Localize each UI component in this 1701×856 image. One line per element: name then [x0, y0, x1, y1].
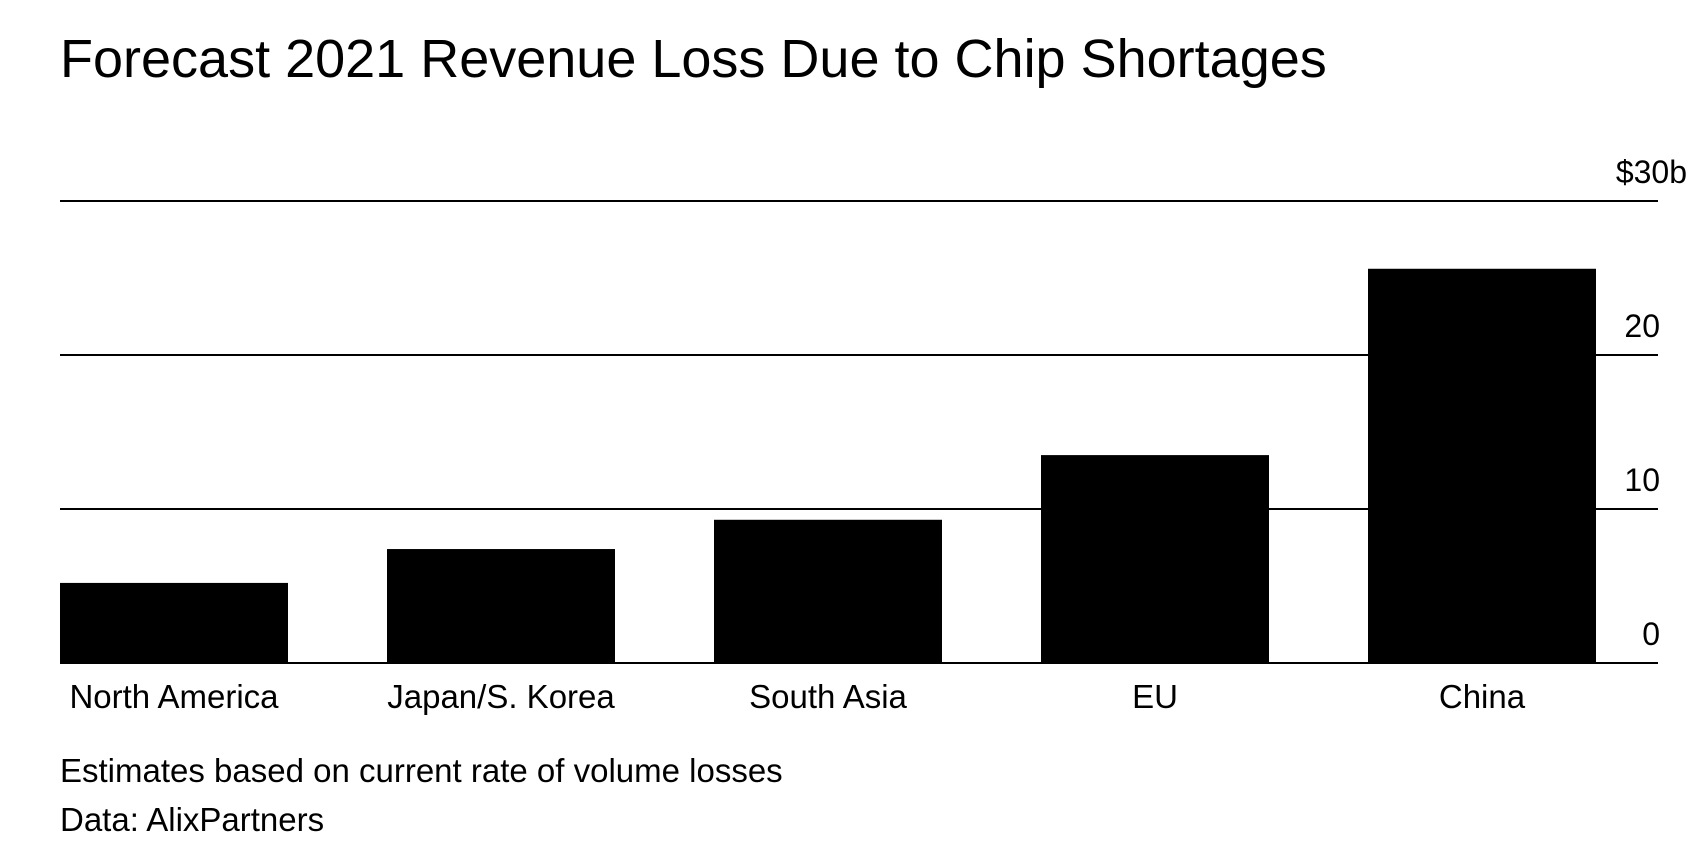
- x-category-label: Japan/S. Korea: [387, 678, 615, 715]
- bar-eu: [1041, 455, 1269, 663]
- x-category-label: North America: [69, 678, 279, 715]
- x-axis-labels: North America Japan/S. Korea South Asia EU C…: [69, 678, 1525, 715]
- x-category-label: South Asia: [749, 678, 907, 715]
- x-category-label: China: [1439, 678, 1526, 715]
- x-category-label: EU: [1132, 678, 1178, 715]
- y-tick-label-30: $30b: [1616, 154, 1687, 190]
- y-tick-label-10: 10: [1624, 462, 1660, 498]
- y-tick-label-20: 20: [1624, 308, 1660, 344]
- bar-south-asia: [714, 519, 942, 663]
- data-source-note: Data: AlixPartners: [60, 801, 325, 838]
- y-tick-label-0: 0: [1642, 616, 1660, 652]
- y-axis-ticks: 0 10 20 $30b: [1616, 154, 1687, 652]
- bar-japan-s-korea: [387, 549, 615, 663]
- bars: [60, 268, 1658, 664]
- bar-china: [1368, 268, 1596, 663]
- chart-title: Forecast 2021 Revenue Loss Due to Chip S…: [60, 29, 1327, 89]
- bar-north-america: [60, 582, 288, 663]
- chart-subtitle-note: Estimates based on current rate of volum…: [60, 752, 783, 789]
